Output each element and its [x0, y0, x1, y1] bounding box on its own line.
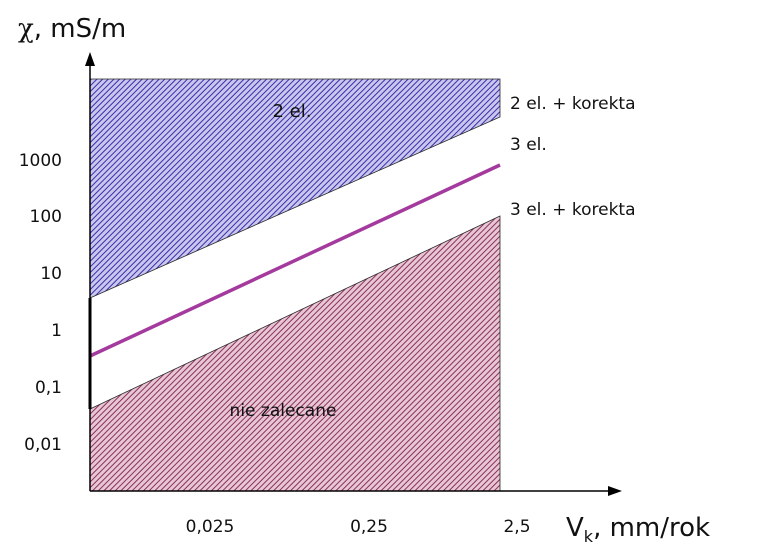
- boundary-label-middle: 3 el.: [510, 135, 547, 155]
- boundary-label-upper: 2 el. + korekta: [510, 94, 636, 114]
- three-electrode-line: [89, 163, 501, 358]
- x-axis-arrow: [608, 486, 622, 496]
- y-tick-label: 100: [30, 207, 62, 227]
- region-label-two-electrode: 2 el.: [273, 101, 312, 122]
- y-tick-label: 0,01: [24, 435, 62, 455]
- y-tick-label: 0,1: [35, 378, 62, 398]
- boundary-label-lower: 3 el. + korekta: [510, 200, 636, 220]
- x-tick-label: 2,5: [503, 517, 530, 537]
- x-axis-title: Vk, mm/rok: [566, 513, 710, 544]
- y-axis-arrow: [85, 52, 95, 66]
- y-tick-label: 1: [51, 321, 62, 341]
- y-tick-label: 10: [40, 264, 62, 284]
- x-tick-label: 0,025: [186, 517, 235, 537]
- region-label-not-recommended: nie zalecane: [230, 401, 337, 421]
- y-axis-title: χ, mS/m: [18, 14, 126, 44]
- y-tick-label: 1000: [19, 151, 62, 171]
- x-tick-label: 0,25: [350, 517, 388, 537]
